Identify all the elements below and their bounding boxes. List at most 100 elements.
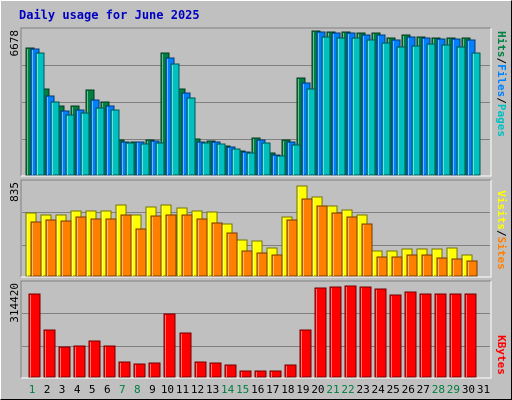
bar-files-day-4-highlight [77, 111, 78, 175]
bar-pages-day-15-highlight [248, 154, 249, 175]
bar-sites-day-25 [391, 256, 403, 277]
x-tick-label-day-13: 13 [206, 383, 219, 396]
bar-pages-day-13-highlight [218, 145, 219, 175]
bar-kbytes-day-2 [43, 329, 56, 378]
bar-kbytes-day-25-highlight [391, 296, 392, 377]
bar-kbytes-day-1-highlight [30, 295, 31, 377]
x-tick-label-day-6: 6 [104, 383, 111, 396]
bar-files-day-17-highlight [273, 156, 274, 175]
bar-sites-day-20 [316, 205, 328, 277]
bar-visits-day-18-highlight [283, 218, 284, 276]
x-tick-label-day-31: 31 [477, 383, 490, 396]
bar-pages-day-30-highlight [473, 54, 474, 175]
bar-visits-day-27-highlight [418, 250, 419, 276]
bar-sites-day-2 [45, 219, 57, 277]
bar-pages-day-29-highlight [458, 48, 459, 175]
bar-sites-day-22 [346, 216, 358, 277]
bar-hits-day-19-highlight [298, 79, 299, 175]
bar-sites-day-29-highlight [453, 260, 454, 276]
bar-kbytes-day-16-highlight [256, 372, 257, 377]
bar-pages-day-25-highlight [398, 48, 399, 175]
bar-kbytes-day-6-highlight [105, 347, 106, 377]
bar-pages-day-7 [125, 142, 135, 176]
bar-kbytes-day-5 [88, 340, 101, 378]
bar-visits-day-15-highlight [238, 241, 239, 276]
legend-separator: / [495, 97, 508, 104]
bar-sites-day-5 [90, 218, 102, 277]
bar-kbytes-day-5-highlight [90, 342, 91, 377]
bar-kbytes-day-22-highlight [346, 287, 347, 377]
bar-pages-day-16-highlight [263, 144, 264, 175]
bar-files-day-9-highlight [152, 142, 153, 175]
bar-kbytes-day-30-highlight [466, 295, 467, 377]
bar-pages-day-17-highlight [278, 157, 279, 175]
bar-kbytes-day-15 [239, 370, 252, 378]
bar-pages-day-20-highlight [323, 38, 324, 175]
bar-sites-day-28-highlight [438, 259, 439, 276]
bar-pages-day-17 [276, 155, 286, 176]
bar-pages-day-29 [456, 46, 466, 176]
bar-files-day-2-highlight [47, 97, 48, 175]
bar-kbytes-day-20-highlight [316, 289, 317, 377]
bar-kbytes-day-11 [179, 332, 192, 378]
x-tick-label-day-26: 26 [402, 383, 415, 396]
bar-pages-day-8-highlight [142, 145, 143, 175]
bar-files-day-18-highlight [288, 143, 289, 175]
bar-sites-day-28 [436, 257, 448, 277]
bar-visits-day-9-highlight [147, 208, 148, 276]
y-max-label: 835 [8, 182, 21, 202]
y-max-label: 6678 [8, 30, 21, 57]
bar-kbytes-day-28-highlight [436, 295, 437, 377]
panel-kbytes: 314420 [8, 280, 492, 379]
x-tick-label-day-17: 17 [266, 383, 279, 396]
bar-visits-day-12-highlight [193, 212, 194, 276]
x-tick-label-day-9: 9 [149, 383, 156, 396]
x-tick-label-day-21: 21 [326, 383, 339, 396]
bar-kbytes-day-26 [404, 291, 417, 378]
bar-kbytes-day-21 [329, 286, 342, 378]
bar-files-day-11-highlight [183, 94, 184, 175]
bar-pages-day-12-highlight [203, 144, 204, 175]
bar-kbytes-day-9 [148, 362, 161, 378]
bar-sites-day-4 [75, 216, 87, 277]
bar-kbytes-day-15-highlight [241, 372, 242, 377]
bar-sites-day-15-highlight [243, 252, 244, 276]
bar-visits-day-24-highlight [373, 252, 374, 276]
bar-pages-day-10-highlight [172, 65, 173, 175]
bar-pages-day-6 [110, 109, 120, 176]
x-tick-label-day-12: 12 [191, 383, 204, 396]
bar-pages-day-2 [50, 101, 60, 176]
bar-files-day-21-highlight [333, 34, 334, 175]
bar-visits-day-2-highlight [42, 216, 43, 276]
legend-kbytes: KBytes [495, 335, 508, 375]
bar-pages-day-26-highlight [413, 47, 414, 175]
bar-kbytes-day-2-highlight [45, 331, 46, 377]
legend-pages-files-hits: Hits/Files/Pages [495, 31, 508, 137]
bar-sites-day-1-highlight [32, 223, 33, 276]
bar-pages-day-1-highlight [37, 54, 38, 175]
bar-sites-day-9 [150, 215, 162, 277]
bar-visits-day-30-highlight [463, 256, 464, 276]
bar-visits-day-23-highlight [358, 216, 359, 276]
bar-kbytes-day-30 [464, 293, 477, 378]
panel-bevel-light [21, 281, 492, 379]
x-tick-label-day-30: 30 [462, 383, 475, 396]
bar-sites-day-6-highlight [107, 220, 108, 276]
bar-files-day-14-highlight [228, 148, 229, 175]
bar-visits-day-6-highlight [102, 212, 103, 276]
bar-files-day-15-highlight [243, 153, 244, 175]
panel-bevel-light [21, 28, 492, 177]
bar-kbytes-day-7-highlight [120, 363, 121, 377]
x-tick-label-day-3: 3 [59, 383, 66, 396]
bar-sites-day-24 [376, 256, 388, 277]
bar-visits-day-1-highlight [27, 214, 28, 276]
x-tick-label-day-2: 2 [44, 383, 51, 396]
bar-visits-day-16-highlight [253, 242, 254, 276]
bar-kbytes-day-23-highlight [361, 288, 362, 377]
bar-pages-day-4-highlight [82, 114, 83, 175]
x-tick-label-day-20: 20 [311, 383, 324, 396]
bar-kbytes-day-21-highlight [331, 288, 332, 377]
bar-sites-day-16-highlight [258, 254, 259, 276]
bar-files-day-22-highlight [348, 34, 349, 175]
bar-sites-day-19 [301, 198, 313, 277]
